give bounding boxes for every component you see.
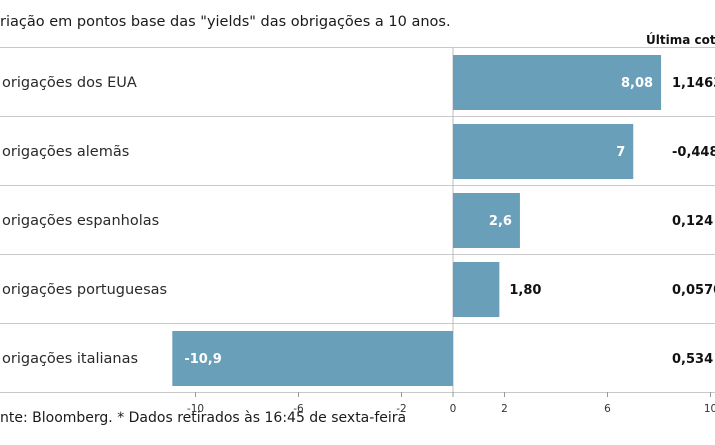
bar-1 — [453, 124, 634, 179]
last-quote-0: 1,1463 — [672, 76, 715, 91]
value-label-2: 2,6 — [489, 214, 512, 229]
category-label-1: origações alemãs — [2, 144, 129, 160]
category-label-3: origações portuguesas — [2, 282, 167, 298]
x-tick-label: -10 — [187, 403, 204, 415]
x-tick-label: 2 — [501, 403, 508, 415]
last-quote-3: 0,0570 — [672, 283, 715, 298]
bar-0 — [453, 55, 662, 110]
bar-4 — [172, 331, 453, 386]
value-label-0: 8,08 — [621, 76, 653, 91]
category-label-2: origações espanholas — [2, 213, 159, 229]
value-label-4: -10,9 — [184, 352, 221, 367]
last-quote-4: 0,534 — [672, 352, 713, 367]
bar-2 — [453, 193, 520, 248]
category-label-4: origações italianas — [2, 351, 138, 367]
x-tick-label: 6 — [604, 403, 611, 415]
chart-subtitle: riação em pontos base das "yields" das o… — [0, 14, 451, 30]
source-note: nte: Bloomberg. * Dados retirados às 16:… — [0, 410, 407, 426]
x-tick-label: -6 — [293, 403, 304, 415]
value-label-3: 1,80 — [509, 283, 541, 298]
bar-3 — [453, 262, 500, 317]
x-tick-label: -2 — [396, 403, 406, 415]
value-label-1: 7 — [616, 145, 625, 160]
last-quote-header: Última cotaç — [646, 33, 715, 47]
last-quote-2: 0,124 — [672, 214, 713, 229]
category-label-0: origações dos EUA — [2, 75, 137, 91]
x-tick-label: 10 — [704, 403, 715, 415]
last-quote-1: -0,448 — [672, 145, 715, 160]
x-tick-label: 0 — [450, 403, 457, 415]
